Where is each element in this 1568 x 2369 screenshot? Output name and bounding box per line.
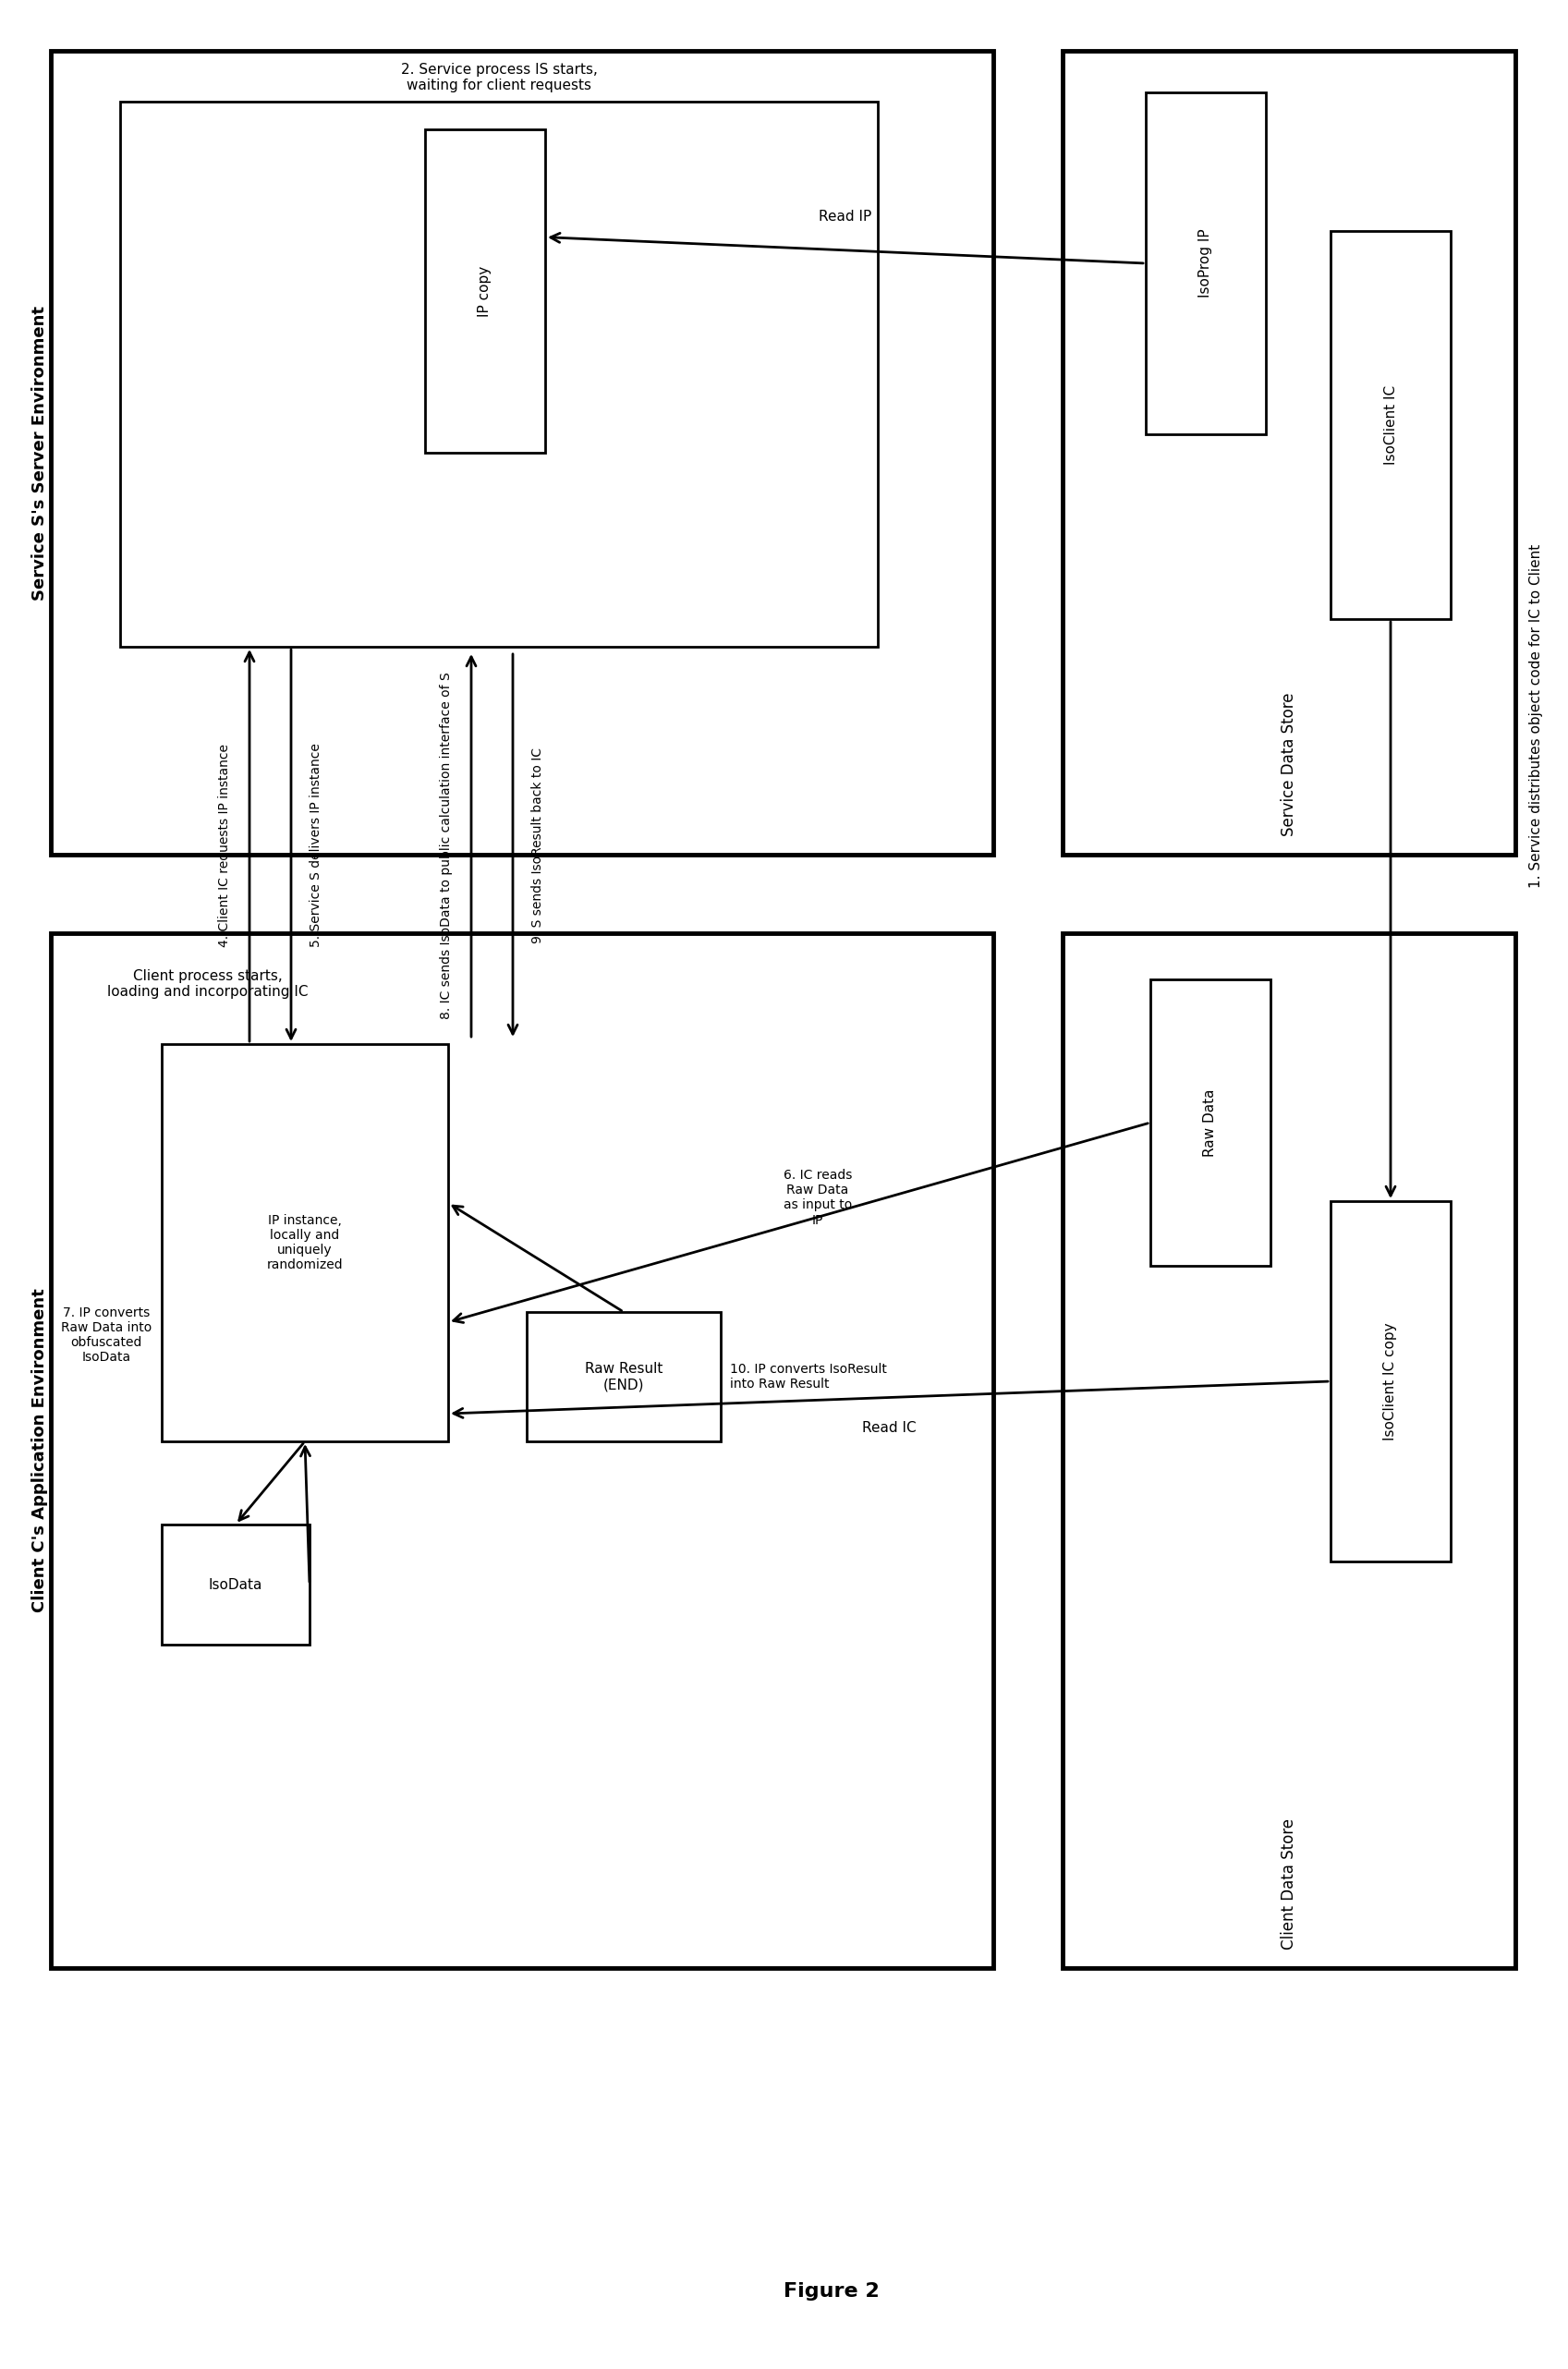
Text: Figure 2: Figure 2	[784, 2281, 880, 2300]
Text: 10. IP converts IsoResult
into Raw Result: 10. IP converts IsoResult into Raw Resul…	[731, 1362, 887, 1391]
Text: 6. IC reads
Raw Data
as input to
IP: 6. IC reads Raw Data as input to IP	[784, 1168, 851, 1227]
Bar	[1146, 92, 1265, 434]
Text: Client process starts,
loading and incorporating IC: Client process starts, loading and incor…	[108, 969, 309, 1000]
Text: IsoProg IP: IsoProg IP	[1200, 230, 1212, 298]
Text: Service S's Server Environment: Service S's Server Environment	[31, 306, 49, 599]
Bar	[1063, 933, 1515, 1969]
Text: IsoData: IsoData	[209, 1578, 262, 1592]
Bar	[162, 1526, 309, 1644]
Text: 8. IC sends IsoData to public calculation interface of S: 8. IC sends IsoData to public calculatio…	[439, 673, 453, 1019]
Bar	[1331, 232, 1450, 618]
Text: Client C's Application Environment: Client C's Application Environment	[31, 1289, 49, 1613]
Text: Read IP: Read IP	[818, 211, 872, 223]
Bar	[1331, 1201, 1450, 1561]
Text: Raw Result
(END): Raw Result (END)	[585, 1362, 663, 1391]
Bar	[121, 102, 878, 647]
Text: 4. Client IC requests IP instance: 4. Client IC requests IP instance	[218, 744, 230, 948]
Text: IsoClient IC copy: IsoClient IC copy	[1383, 1322, 1397, 1440]
Text: 9. S sends IsoResult back to IC: 9. S sends IsoResult back to IC	[532, 749, 544, 943]
Text: 2. Service process IS starts,
waiting for client requests: 2. Service process IS starts, waiting fo…	[400, 62, 597, 92]
Text: Read IC: Read IC	[862, 1421, 916, 1433]
Text: Service Data Store: Service Data Store	[1281, 692, 1297, 836]
Bar	[50, 933, 993, 1969]
Bar	[162, 1045, 448, 1440]
Text: Raw Data: Raw Data	[1204, 1090, 1217, 1156]
Text: 7. IP converts
Raw Data into
obfuscated
IsoData: 7. IP converts Raw Data into obfuscated …	[61, 1305, 152, 1365]
Bar	[425, 130, 546, 452]
Text: IP instance,
locally and
uniquely
randomized: IP instance, locally and uniquely random…	[267, 1213, 343, 1272]
Text: 5. Service S delivers IP instance: 5. Service S delivers IP instance	[309, 744, 323, 948]
Bar	[1063, 50, 1515, 855]
Bar	[50, 50, 993, 855]
Text: 1. Service distributes object code for IC to Client: 1. Service distributes object code for I…	[1529, 545, 1543, 888]
Text: IsoClient IC: IsoClient IC	[1383, 386, 1397, 464]
Bar	[1151, 978, 1270, 1265]
Bar	[527, 1312, 721, 1440]
Text: Client Data Store: Client Data Store	[1281, 1819, 1297, 1950]
Text: IP copy: IP copy	[478, 265, 492, 317]
